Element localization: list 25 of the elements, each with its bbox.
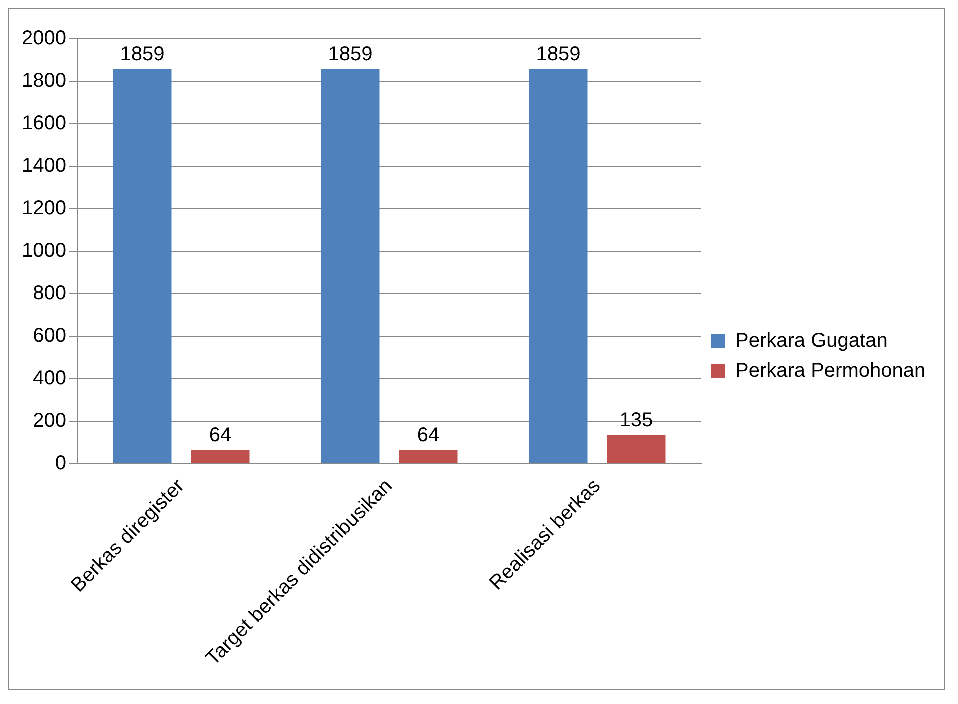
- legend-label: Perkara Permohonan: [736, 360, 926, 382]
- y-tick-label: 2000: [22, 28, 66, 50]
- y-tick-label: 0: [55, 452, 66, 474]
- y-tick-label: 1000: [22, 240, 66, 262]
- y-tick-label: 1600: [22, 112, 66, 134]
- data-label: 1859: [536, 43, 581, 66]
- bar: [113, 68, 172, 464]
- y-tick-label: 1800: [22, 70, 66, 92]
- data-label: 135: [620, 410, 654, 432]
- bar: [399, 450, 458, 464]
- data-label: 64: [209, 424, 232, 447]
- bar: [529, 68, 588, 464]
- y-tick-label: 600: [33, 324, 66, 347]
- bar: [321, 68, 380, 464]
- y-tick-label: 1200: [22, 197, 66, 220]
- y-tick-label: 1400: [22, 154, 66, 177]
- bar: [191, 450, 250, 464]
- y-tick-label: 200: [33, 410, 66, 432]
- y-tick-label: 800: [33, 282, 66, 304]
- legend-label: Perkara Gugatan: [736, 330, 888, 352]
- bar: [607, 435, 666, 464]
- y-tick-label: 400: [33, 367, 66, 390]
- data-label: 1859: [328, 43, 373, 66]
- data-label: 64: [417, 424, 440, 447]
- data-label: 1859: [120, 43, 165, 66]
